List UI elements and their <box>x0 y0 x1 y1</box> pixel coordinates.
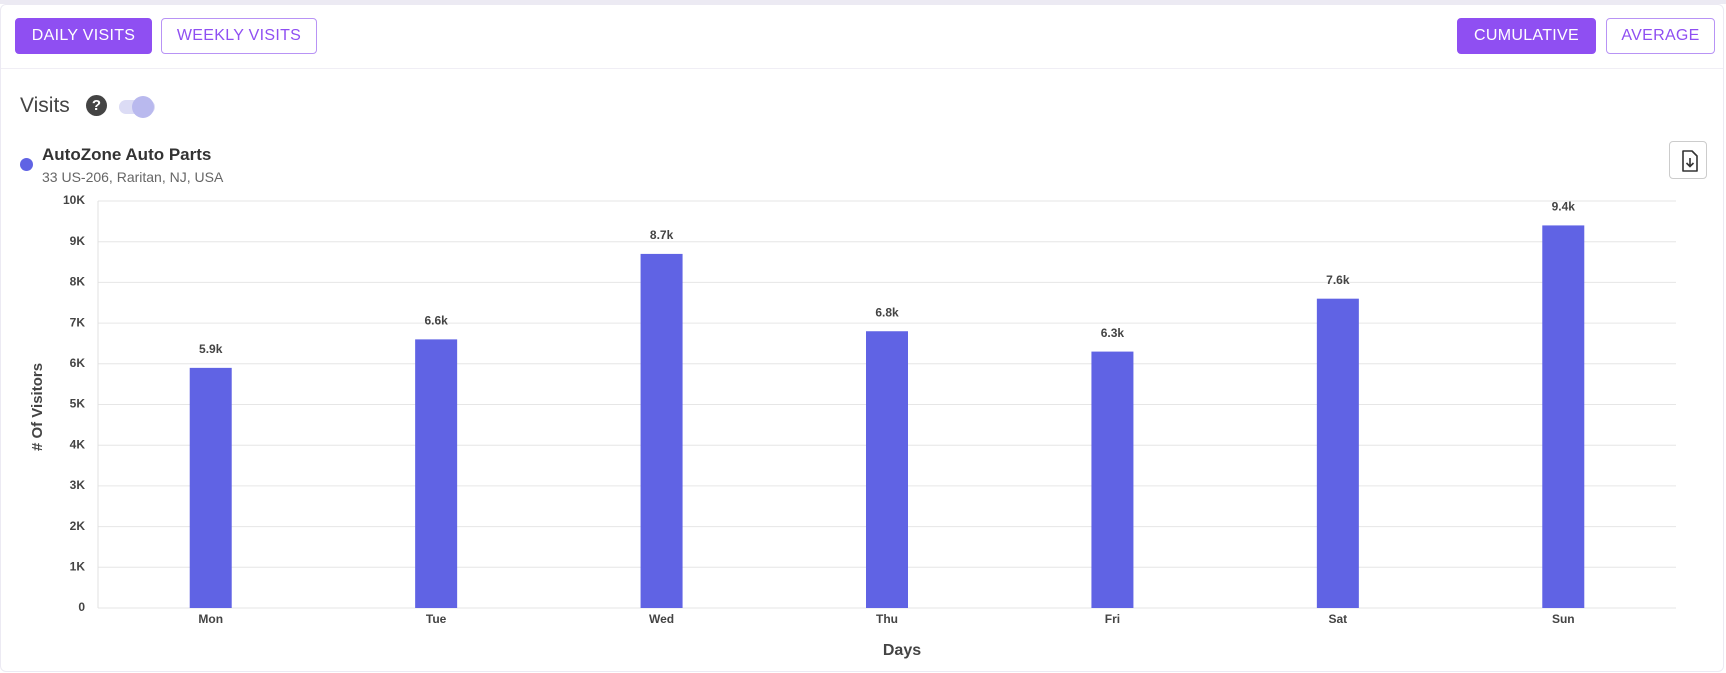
mode-button[interactable]: AVERAGE <box>1606 18 1715 54</box>
legend-address: 33 US-206, Raritan, NJ, USA <box>42 169 224 185</box>
section-title: Visits <box>20 94 70 117</box>
tab-button[interactable]: WEEKLY VISITS <box>161 18 317 54</box>
help-icon[interactable]: ? <box>86 95 107 116</box>
top-strip <box>0 0 1726 4</box>
legend-name: AutoZone Auto Parts <box>42 145 212 164</box>
divider <box>1 68 1723 69</box>
download-button[interactable] <box>1669 141 1707 179</box>
legend-dot <box>20 158 33 171</box>
card <box>0 4 1724 672</box>
tab-button[interactable]: DAILY VISITS <box>15 18 152 54</box>
mode-button[interactable]: CUMULATIVE <box>1457 18 1596 54</box>
download-icon <box>1682 150 1698 172</box>
toggle-knob[interactable] <box>132 96 154 118</box>
